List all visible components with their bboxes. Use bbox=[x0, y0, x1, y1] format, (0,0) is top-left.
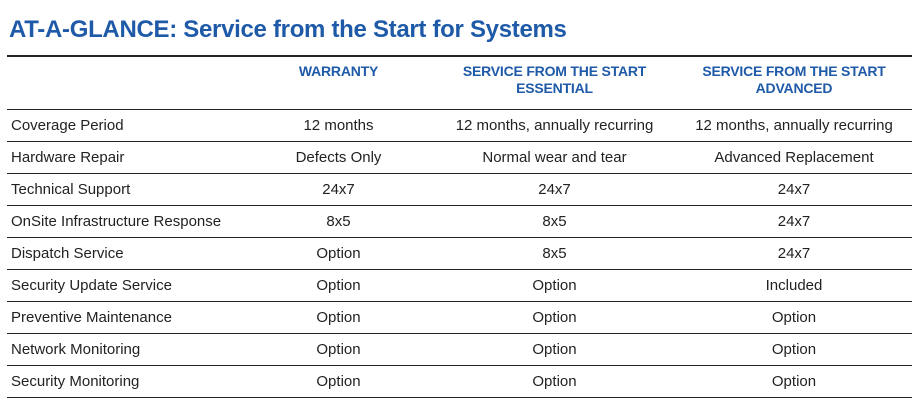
feature-cell: Dispatch Service bbox=[7, 237, 244, 270]
table-row: Hardware Repair Defects Only Normal wear a… bbox=[7, 141, 912, 174]
warranty-cell: 12 months bbox=[244, 109, 433, 142]
table-row: Coverage Period 12 months 12 months, annua… bbox=[7, 109, 912, 142]
table-row: Dispatch Service Option 8x5 24x7 bbox=[7, 237, 912, 270]
essential-cell: 24x7 bbox=[433, 173, 676, 206]
essential-cell: Option bbox=[433, 333, 676, 366]
feature-cell: Network Monitoring bbox=[7, 333, 244, 366]
essential-cell: Option bbox=[433, 365, 676, 398]
table-row: Network Monitoring Option Option Option bbox=[7, 333, 912, 366]
table-row: OnSite Infrastructure Response 8x5 8x5 24x7 bbox=[7, 205, 912, 238]
feature-cell: Security Monitoring bbox=[7, 365, 244, 398]
advanced-cell: 12 months, annually recurring bbox=[676, 109, 912, 142]
table-body: Coverage Period 12 months 12 months, annua… bbox=[7, 109, 912, 398]
header-row: WARRANTY SERVICE FROM THE START ESSENTIA… bbox=[7, 57, 912, 110]
feature-cell: Hardware Repair bbox=[7, 141, 244, 174]
table-row: Security Update Service Option Option Inclu… bbox=[7, 269, 912, 302]
warranty-cell: Defects Only bbox=[244, 141, 433, 174]
warranty-cell: Option bbox=[244, 269, 433, 302]
warranty-cell: Option bbox=[244, 301, 433, 334]
warranty-cell: 24x7 bbox=[244, 173, 433, 206]
table-row: Security Monitoring Option Option Option bbox=[7, 365, 912, 398]
essential-cell: Normal wear and tear bbox=[433, 141, 676, 174]
advanced-cell: 24x7 bbox=[676, 173, 912, 206]
warranty-cell: Option bbox=[244, 237, 433, 270]
top-rule bbox=[7, 55, 912, 57]
advanced-cell: Option bbox=[676, 301, 912, 334]
table-row: Technical Support 24x7 24x7 24x7 bbox=[7, 173, 912, 206]
feature-cell: OnSite Infrastructure Response bbox=[7, 205, 244, 238]
warranty-cell: Option bbox=[244, 333, 433, 366]
feature-cell: Security Update Service bbox=[7, 269, 244, 302]
essential-cell: 12 months, annually recurring bbox=[433, 109, 676, 142]
warranty-cell: 8x5 bbox=[244, 205, 433, 238]
feature-cell: Preventive Maintenance bbox=[7, 301, 244, 334]
advanced-cell: Included bbox=[676, 269, 912, 302]
essential-cell: Option bbox=[433, 269, 676, 302]
essential-cell: Option bbox=[433, 301, 676, 334]
column-header-essential: SERVICE FROM THE START ESSENTIAL bbox=[433, 57, 676, 110]
advanced-cell: Option bbox=[676, 365, 912, 398]
advanced-cell: Option bbox=[676, 333, 912, 366]
column-header-advanced: SERVICE FROM THE START ADVANCED bbox=[676, 57, 912, 110]
page-title: AT-A-GLANCE: Service from the Start for … bbox=[9, 16, 567, 43]
column-header-warranty: WARRANTY bbox=[244, 57, 433, 110]
advanced-cell: 24x7 bbox=[676, 205, 912, 238]
feature-cell: Coverage Period bbox=[7, 109, 244, 142]
essential-cell: 8x5 bbox=[433, 205, 676, 238]
essential-cell: 8x5 bbox=[433, 237, 676, 270]
warranty-cell: Option bbox=[244, 365, 433, 398]
advanced-cell: 24x7 bbox=[676, 237, 912, 270]
table-row: Preventive Maintenance Option Option Option bbox=[7, 301, 912, 334]
column-header-feature bbox=[7, 57, 244, 110]
feature-cell: Technical Support bbox=[7, 173, 244, 206]
advanced-cell: Advanced Replacement bbox=[676, 141, 912, 174]
comparison-table: WARRANTY SERVICE FROM THE START ESSENTIA… bbox=[7, 57, 912, 398]
